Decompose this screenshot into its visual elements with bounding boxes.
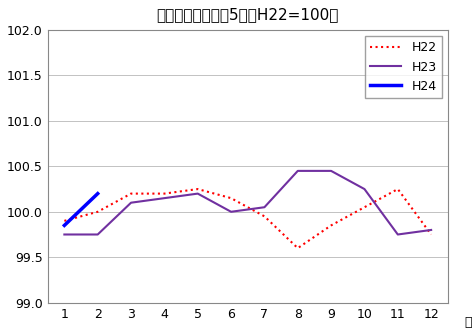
H22: [294, 246, 300, 250]
H23: [427, 228, 433, 232]
H22: [195, 187, 200, 191]
H22: [161, 192, 167, 196]
H24: [61, 223, 67, 227]
H23: [228, 210, 233, 214]
Line: H24: H24: [64, 194, 98, 225]
H22: [327, 223, 333, 227]
H23: [128, 201, 134, 205]
H23: [294, 169, 300, 173]
Text: 月: 月: [463, 316, 471, 329]
H22: [61, 219, 67, 223]
H24: [95, 192, 100, 196]
H22: [95, 210, 100, 214]
Legend: H22, H23, H24: H22, H23, H24: [365, 36, 441, 98]
H23: [195, 192, 200, 196]
Title: 総合指数の動き　5市（H22=100）: 総合指数の動き 5市（H22=100）: [156, 7, 338, 22]
H23: [161, 196, 167, 200]
H22: [427, 232, 433, 237]
H23: [95, 232, 100, 237]
H23: [327, 169, 333, 173]
Line: H23: H23: [64, 171, 430, 234]
H22: [261, 214, 267, 218]
Line: H22: H22: [64, 189, 430, 248]
H22: [128, 192, 134, 196]
H23: [361, 187, 367, 191]
H22: [361, 205, 367, 209]
H23: [394, 232, 400, 237]
H22: [228, 196, 233, 200]
H22: [394, 187, 400, 191]
H23: [261, 205, 267, 209]
H23: [61, 232, 67, 237]
